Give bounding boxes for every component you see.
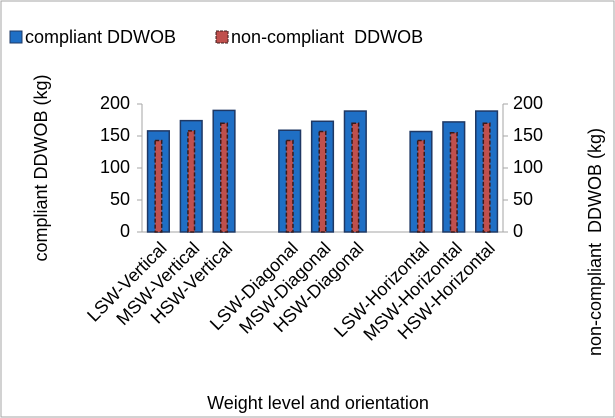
legend-swatch: [9, 30, 23, 44]
y-tick-label: 100: [100, 157, 130, 177]
y-tick-label: 150: [100, 125, 130, 145]
y-axis-label: compliant DDWOB (kg): [31, 74, 51, 261]
y2-tick-label: 150: [513, 125, 543, 145]
legend-label: compliant DDWOB: [25, 27, 176, 47]
bar: [449, 132, 458, 233]
y2-tick-label: 200: [513, 93, 543, 113]
bar: [416, 139, 425, 233]
y2-tick-label: 0: [513, 221, 523, 241]
bar: [285, 139, 294, 233]
bar: [187, 130, 196, 233]
bar: [154, 139, 163, 233]
y2-axis-label: non-compliant DDWOB (kg): [585, 128, 605, 356]
y-tick-label: 200: [100, 93, 130, 113]
x-axis-label: Weight level and orientation: [207, 393, 429, 413]
y-tick-label: 0: [120, 221, 130, 241]
y2-tick-label: 50: [513, 189, 533, 209]
bar: [220, 122, 229, 233]
bar: [351, 122, 360, 233]
legend-swatch: [215, 30, 229, 44]
bar: [482, 122, 491, 233]
y2-tick-label: 100: [513, 157, 543, 177]
y-tick-label: 50: [110, 189, 130, 209]
bar: [318, 130, 327, 233]
legend-label: non-compliant DDWOB: [231, 27, 423, 47]
